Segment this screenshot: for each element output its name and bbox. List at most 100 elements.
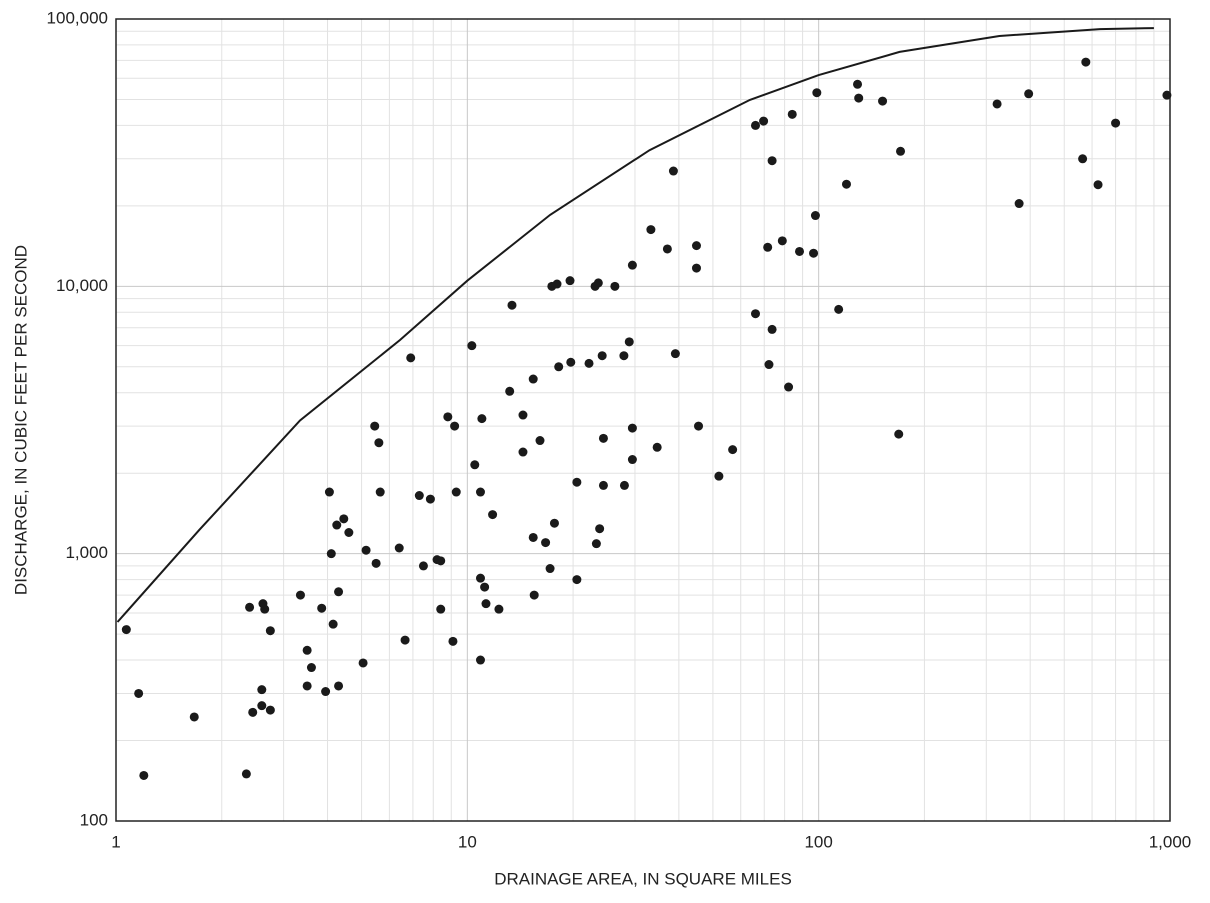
data-point [332,520,342,530]
data-point [306,663,316,673]
data-point [361,545,371,555]
data-point [853,79,863,89]
data-point [767,156,777,166]
data-point [750,120,760,130]
data-point [750,309,760,319]
data-point [139,770,149,780]
data-point [488,510,498,520]
data-point [470,460,480,470]
data-point [627,260,637,270]
data-point [595,524,605,534]
data-point [241,769,251,779]
data-point [1081,57,1091,67]
data-point [418,561,428,571]
data-point [481,599,491,609]
data-point [505,386,515,396]
data-point [436,604,446,614]
data-point [475,487,485,497]
data-point [610,281,620,291]
data-point [334,587,344,597]
data-point [763,242,773,252]
data-point [566,357,576,367]
data-point [324,487,334,497]
data-point [841,179,851,189]
data-point [475,573,485,583]
data-point [339,514,349,524]
data-point [328,619,338,629]
data-point [627,455,637,465]
x-tick-label: 1 [111,832,120,851]
data-point [450,421,460,431]
data-point [475,655,485,665]
data-point [597,351,607,361]
data-point [572,575,582,585]
data-point [257,685,267,695]
data-point [668,166,678,176]
data-point [787,109,797,119]
data-point [400,635,410,645]
data-point [394,543,404,553]
data-point [809,248,819,258]
data-point [764,360,774,370]
data-point [1111,118,1121,128]
data-point [295,590,305,600]
data-point [414,491,424,501]
data-point [134,688,144,698]
data-point [528,374,538,384]
data-point [1024,89,1034,99]
data-point [507,300,517,310]
data-point [591,539,601,549]
x-tick-label: 10 [458,832,477,851]
data-point [467,341,477,351]
data-point [265,626,275,636]
data-point [691,263,701,273]
x-axis-label: DRAINAGE AREA, IN SQUARE MILES [494,869,792,888]
data-point [451,487,461,497]
data-point [691,241,701,251]
data-point [812,88,822,98]
data-point [777,236,787,246]
data-point [624,337,634,347]
y-axis-label: DISCHARGE, IN CUBIC FEET PER SECOND [11,245,30,595]
data-point [1014,199,1024,209]
data-point [480,582,490,592]
data-point [670,349,680,359]
data-point [1078,154,1088,164]
data-point [584,358,594,368]
data-point [619,351,629,361]
data-point [370,421,380,431]
data-point [518,447,528,457]
data-point [619,480,629,490]
data-point [436,556,446,566]
data-point [443,412,453,422]
data-point [344,527,354,537]
data-point [834,304,844,314]
data-point [425,494,435,504]
data-point [535,436,545,446]
data-point [518,410,528,420]
data-point [257,701,267,711]
data-point [545,564,555,574]
data-point [565,276,575,286]
data-point [374,438,384,448]
data-point [358,658,368,668]
y-tick-label: 1,000 [65,543,108,562]
data-point [371,558,381,568]
data-point [854,93,864,103]
data-point [1093,180,1103,190]
data-point [552,279,562,289]
data-point [248,707,258,717]
data-point [265,705,275,715]
data-point [302,681,312,691]
plot-frame [115,18,1171,822]
data-point [541,538,551,548]
x-tick-label: 100 [804,832,832,851]
data-point [121,625,131,635]
x-tick-label: 1,000 [1149,832,1192,851]
y-tick-label: 100,000 [47,8,108,27]
data-point [494,604,504,614]
data-point [810,211,820,221]
data-point [652,442,662,452]
data-point [598,480,608,490]
